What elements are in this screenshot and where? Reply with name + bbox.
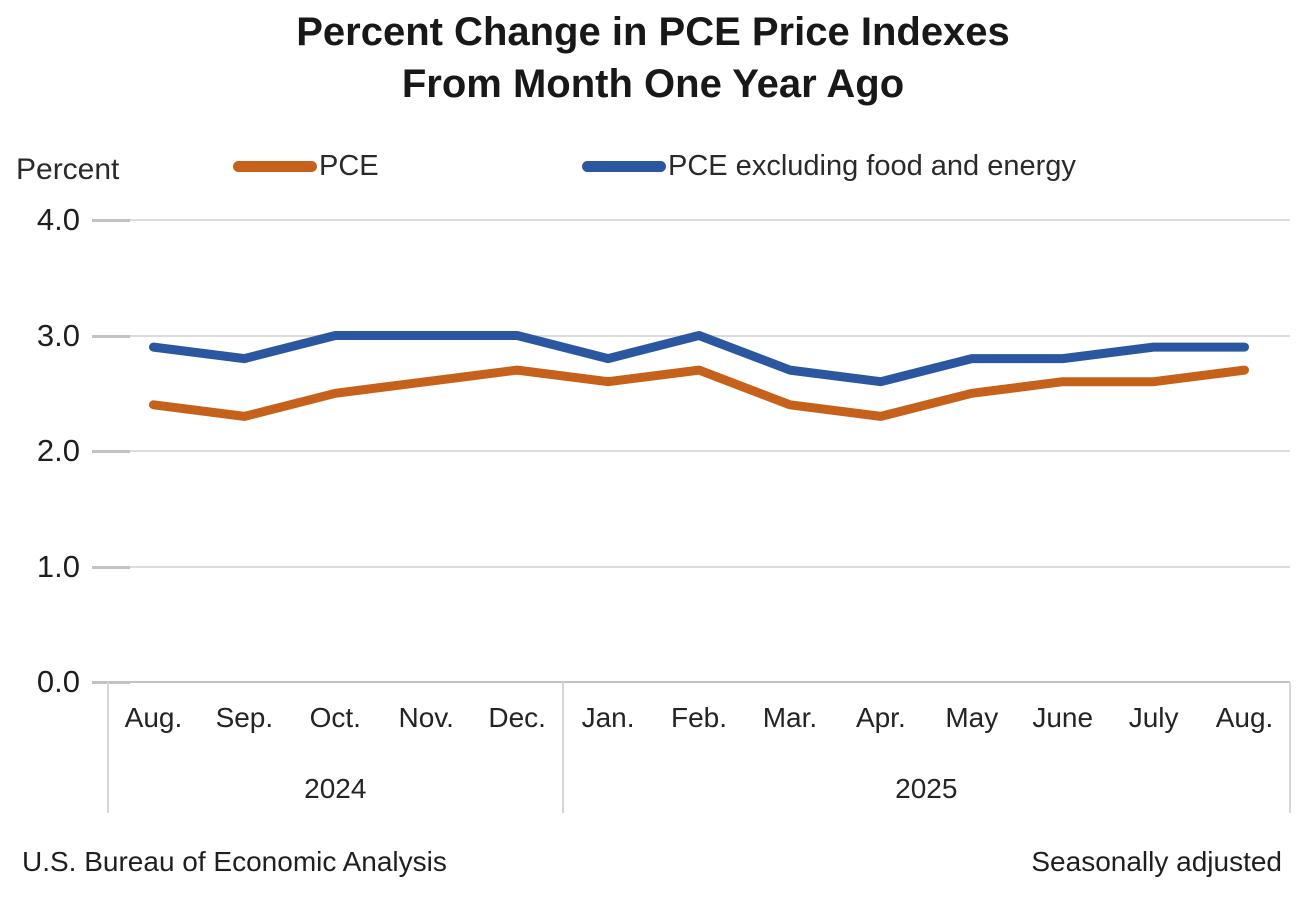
core-pce-legend-swatch [582,161,666,172]
chart-title-line1: Percent Change in PCE Price Indexes [296,10,1010,54]
core-pce-legend-label: PCE excluding food and energy [668,150,1076,182]
gridline-1.0 [108,565,1290,568]
core-pce-line [149,331,1249,387]
month-tick-label: Aug. [1215,702,1274,733]
month-tick-label: Oct. [309,702,361,733]
month-tick-label: June [1032,702,1094,733]
month-tick-label: Jan. [581,702,635,733]
y-axis-tick-label: 0.0 [36,664,80,699]
y-axis-tick-label: 1.0 [36,548,80,584]
pce-line [149,365,1249,421]
chart-title: Percent Change in PCE Price Indexes From… [0,6,1306,110]
gridline-2.0 [108,450,1290,452]
pce-legend-label: PCE [319,150,379,182]
x-axis-line [108,681,1290,683]
year-label-2024: 2024 [304,773,367,804]
source-attribution: U.S. Bureau of Economic Analysis [22,846,447,877]
month-tick-label: Aug. [124,702,183,733]
category-band-separator [107,682,109,813]
legend-item-pce: PCE [233,150,379,183]
y-axis-tick [92,219,130,222]
y-axis-tick [92,334,130,338]
category-band-separator [561,682,564,813]
y-axis-tick [92,565,130,569]
month-tick-label: Apr. [855,702,906,733]
legend-item-core-pce: PCE excluding food and energy [582,150,1076,183]
y-axis-tick-label: 3.0 [36,317,80,353]
gridline-4.0 [108,219,1290,221]
category-band-separator [1289,682,1291,813]
month-tick-label: Mar. [762,702,818,733]
seasonal-adjustment-note: Seasonally adjusted [1031,846,1282,877]
month-tick-label: July [1128,702,1179,733]
month-tick-label: May [945,702,999,733]
month-tick-label: Sep. [215,702,274,733]
year-label-2025: 2025 [895,773,958,804]
y-axis-tick [92,450,130,453]
month-tick-label: Nov. [398,702,454,733]
y-axis-unit-label: Percent [16,153,120,186]
pce-legend-swatch [233,161,317,172]
chart-title-line2: From Month One Year Ago [401,62,905,106]
month-tick-label: Dec. [488,702,546,733]
y-axis-tick-label: 2.0 [36,433,80,468]
month-tick-label: Feb. [670,702,728,733]
y-axis-tick-label: 4.0 [36,202,80,237]
